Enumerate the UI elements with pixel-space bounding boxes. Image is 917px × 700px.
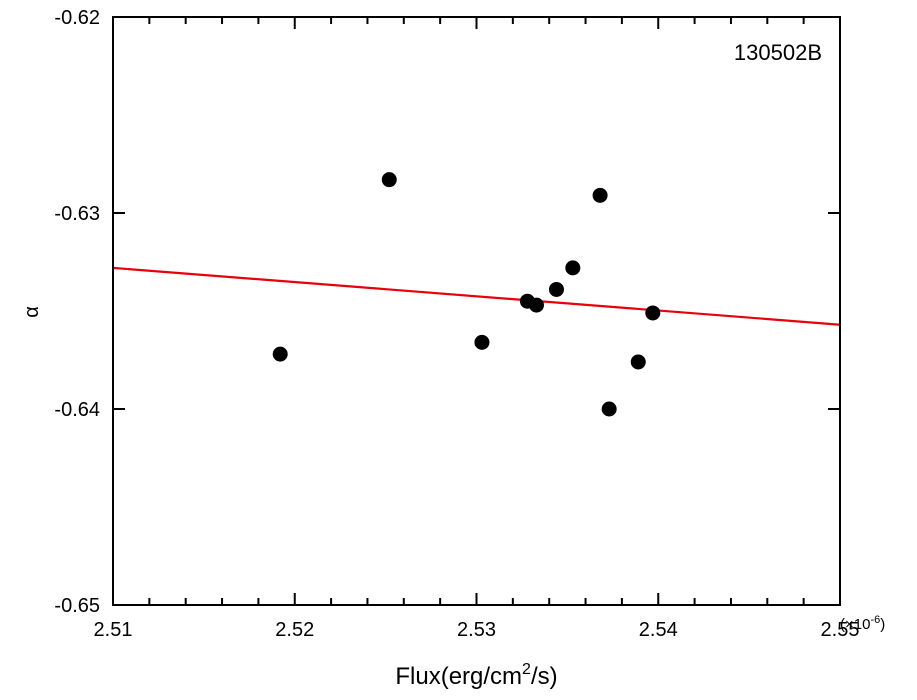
y-tick-label: -0.62 bbox=[54, 7, 100, 29]
data-point bbox=[272, 346, 288, 362]
x-axis-label: Flux(erg/cm2/s) bbox=[395, 661, 557, 690]
y-tick-label: -0.63 bbox=[54, 203, 100, 225]
chart-annotation: 130502B bbox=[734, 40, 822, 65]
x-tick-label: 2.53 bbox=[457, 619, 496, 641]
y-axis-ticks bbox=[113, 16, 840, 606]
x-tick-label: 2.51 bbox=[94, 619, 133, 641]
x-multiplier-base: (×10 bbox=[840, 616, 870, 633]
data-points bbox=[272, 172, 661, 417]
fit-line-layer bbox=[112, 266, 841, 326]
x-multiplier-close: ) bbox=[880, 616, 885, 633]
data-point bbox=[601, 401, 617, 417]
x-axis-label-prefix: Flux(erg/cm bbox=[395, 663, 522, 690]
fit-line bbox=[112, 266, 841, 326]
x-axis-multiplier: (×10-6) bbox=[840, 614, 885, 633]
plot-frame bbox=[112, 16, 841, 606]
x-tick-label: 2.54 bbox=[639, 619, 678, 641]
x-axis-label-superscript: 2 bbox=[522, 661, 531, 678]
data-point bbox=[474, 334, 490, 350]
x-tick-label: 2.52 bbox=[275, 619, 314, 641]
x-axis-label-suffix: /s) bbox=[531, 663, 558, 690]
y-tick-label: -0.65 bbox=[54, 595, 100, 617]
y-axis-tick-labels: -0.65 -0.64 -0.63 -0.62 bbox=[54, 7, 100, 617]
data-point bbox=[565, 260, 581, 276]
y-axis-label: α bbox=[21, 306, 43, 318]
x-tick-label: 2.55 bbox=[821, 619, 860, 641]
x-axis-tick-labels: 2.51 2.52 2.53 2.54 2.55 bbox=[94, 619, 860, 641]
x-multiplier-exponent: -6 bbox=[870, 614, 880, 626]
x-axis-ticks bbox=[112, 17, 841, 605]
data-point bbox=[630, 354, 646, 370]
data-point bbox=[645, 305, 661, 321]
data-point bbox=[592, 187, 608, 203]
y-tick-label: -0.64 bbox=[54, 399, 100, 421]
data-point bbox=[528, 297, 544, 313]
data-point bbox=[548, 281, 564, 297]
data-point bbox=[381, 172, 397, 188]
